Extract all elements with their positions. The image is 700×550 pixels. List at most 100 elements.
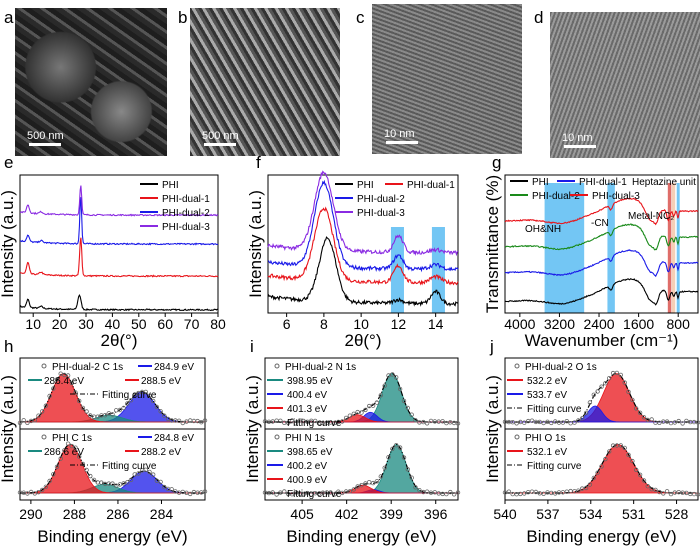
x-tick-label: 2400	[583, 316, 614, 332]
data-point	[676, 418, 681, 424]
legend-label: 401.3 eV	[287, 404, 327, 415]
legend-label: 288.5 eV	[141, 376, 181, 387]
data-point	[382, 383, 387, 388]
subplot-title: PHI-dual-2 O 1s	[525, 362, 597, 373]
data-point	[147, 469, 152, 475]
scale-bar-label: 10 nm	[384, 128, 415, 140]
data-point	[684, 418, 689, 424]
data-point	[125, 401, 130, 406]
data-point	[316, 491, 322, 496]
x-axis-label: Binding energy (eV)	[286, 527, 436, 546]
panel-label-a: a	[4, 8, 14, 27]
scale-bar	[386, 141, 418, 144]
data-point	[332, 492, 337, 497]
data-point	[47, 478, 52, 484]
data-point	[305, 419, 310, 424]
data-point	[518, 419, 523, 425]
data-point	[378, 393, 383, 398]
x-tick-label: 70	[184, 316, 200, 332]
data-point	[40, 487, 45, 493]
data-point	[359, 410, 364, 415]
series-line-phi	[267, 236, 459, 307]
data-point	[668, 491, 674, 497]
data-point	[401, 398, 407, 404]
data-point	[117, 407, 123, 413]
legend-label: PHI	[162, 180, 179, 191]
data-point	[43, 403, 49, 408]
y-axis-label: Intensity (a.u.)	[0, 375, 17, 483]
x-axis-label: 2θ(°)	[344, 331, 381, 350]
legend-marker	[274, 363, 280, 369]
data-point	[413, 485, 418, 490]
data-point	[180, 420, 185, 426]
data-point	[390, 446, 395, 451]
plot-frame	[504, 174, 699, 314]
data-point	[622, 380, 627, 385]
data-point	[367, 480, 372, 485]
legend-label: Fitting curve	[287, 418, 342, 429]
data-point	[664, 489, 670, 494]
data-point	[347, 413, 353, 418]
data-point	[150, 398, 156, 404]
fitting-curve	[20, 443, 205, 494]
data-point	[637, 410, 643, 415]
legend-label: 284.9 eV	[154, 362, 194, 373]
x-tick-label: 3200	[544, 316, 575, 332]
data-point	[301, 418, 306, 424]
data-point	[409, 475, 414, 480]
data-point	[69, 380, 74, 386]
fitting-curve	[20, 373, 205, 423]
legend-label: 398.95 eV	[287, 376, 333, 387]
data-point	[444, 420, 449, 426]
legend-label: 532.1 eV	[527, 447, 567, 458]
series-line-phi-dual-2	[504, 223, 699, 251]
data-point	[522, 420, 527, 425]
data-point	[451, 492, 457, 497]
data-point	[91, 477, 97, 483]
data-point	[132, 393, 137, 398]
scale-bar-label: 500 nm	[27, 130, 64, 142]
legend-label: 400.4 eV	[287, 390, 327, 401]
data-point	[162, 484, 167, 490]
data-point	[514, 421, 519, 426]
scale-bar-label: 10 nm	[562, 132, 593, 144]
data-point	[607, 449, 612, 454]
legend-label: PHI-dual-1	[579, 177, 627, 188]
data-point	[47, 393, 52, 399]
data-point	[549, 420, 554, 426]
x-tick-label: 528	[665, 506, 689, 522]
data-point	[541, 420, 546, 426]
x-tick-label: 14	[428, 316, 444, 332]
data-point	[405, 467, 410, 472]
band-annotation: Metal-NC₂	[628, 211, 674, 222]
data-point	[36, 413, 41, 418]
highlight-band	[676, 183, 680, 313]
legend-label: Fitting curve	[287, 489, 342, 500]
subplot-title: PHI O 1s	[525, 433, 566, 444]
highlight-band	[390, 227, 404, 313]
data-point	[202, 418, 208, 423]
data-point	[158, 479, 163, 485]
data-point	[95, 480, 100, 485]
x-tick-label: 4000	[504, 316, 535, 332]
panel-label-d: d	[534, 8, 544, 27]
y-axis-label: Intensity (a.u.)	[246, 190, 265, 298]
data-point	[645, 484, 650, 489]
data-point	[40, 409, 45, 414]
series-line-phi-dual-1	[267, 206, 459, 286]
data-point	[51, 386, 56, 391]
x-tick-label: 8	[320, 316, 328, 332]
x-tick-label: 405	[290, 506, 314, 522]
legend-label: 284.8 eV	[154, 433, 194, 444]
data-point	[386, 373, 391, 378]
x-tick-label: 537	[536, 506, 560, 522]
series-line-phi-dual-3	[504, 197, 699, 226]
data-point	[351, 411, 356, 416]
data-point	[274, 492, 279, 497]
data-point	[282, 489, 287, 494]
data-point	[560, 420, 566, 425]
y-axis-label: Intensity (a.u.)	[243, 375, 262, 483]
legend-label: PHI-dual-1	[162, 194, 210, 205]
data-point	[328, 490, 333, 495]
data-point	[297, 491, 302, 496]
